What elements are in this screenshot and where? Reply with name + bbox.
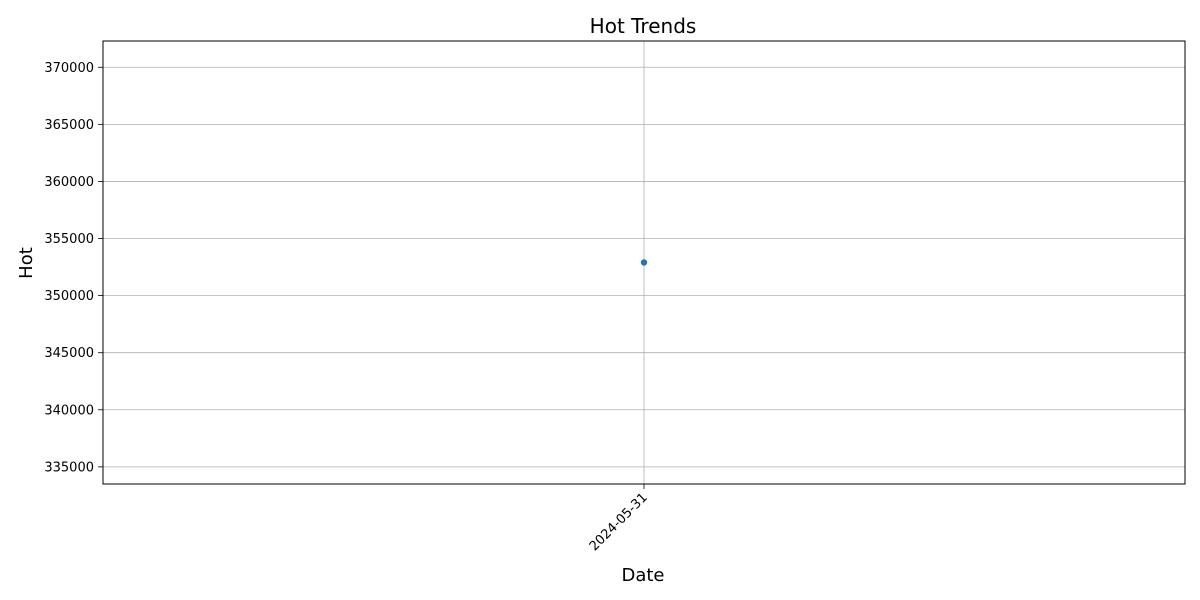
y-tick-label: 365000: [44, 118, 94, 133]
y-axis-label: Hot: [16, 247, 37, 279]
y-axis-ticks: 335000 340000 345000 350000 355000 360000 3650…: [44, 61, 103, 475]
y-tick-label: 335000: [44, 460, 94, 475]
chart-title: Hot Trends: [590, 14, 697, 38]
grid: [103, 41, 1185, 484]
y-tick-label: 340000: [44, 403, 94, 418]
y-tick-label: 360000: [44, 175, 94, 190]
x-axis-label: Date: [621, 565, 664, 586]
y-tick-label: 370000: [44, 61, 94, 76]
series: [640, 259, 648, 266]
y-tick-label: 355000: [44, 232, 94, 247]
y-tick-label: 350000: [44, 289, 94, 304]
y-tick-label: 345000: [44, 346, 94, 361]
data-point: [640, 259, 648, 266]
